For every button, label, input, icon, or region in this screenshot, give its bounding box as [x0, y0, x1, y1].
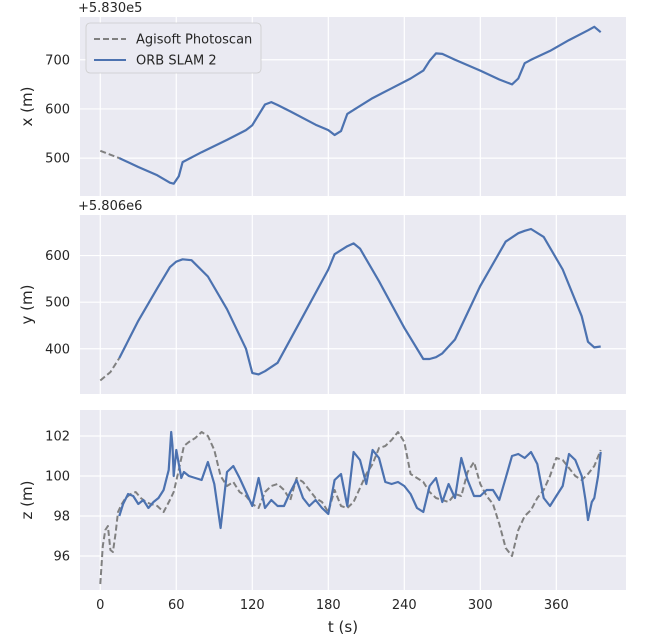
legend: Agisoft Photoscan ORB SLAM 2	[85, 22, 262, 74]
series-orb-slam-2-line	[118, 430, 602, 530]
x-tick-label: 60	[168, 598, 185, 613]
y-axis-label: z (m)	[18, 481, 36, 520]
y-tick-label: 600	[45, 102, 70, 117]
legend-box	[85, 22, 262, 74]
series-agisoft-photoscan-line	[99, 357, 121, 382]
panel-3: 96 98 100 102 0 60 120 180 240 300 360 z (m) t (s)	[18, 410, 626, 636]
y-tick-label: 102	[45, 430, 70, 445]
x-tick-label: 0	[96, 598, 104, 613]
x-tick-label: 120	[240, 598, 265, 613]
y-tick-label: 400	[45, 342, 70, 357]
panel-2: 400 500 600 +5.806e6 y (m)	[18, 199, 626, 394]
series-agisoft-photoscan-line	[99, 149, 120, 160]
axis-offset-label: +5.830e5	[78, 1, 142, 16]
series-orb-slam-2-line	[118, 25, 602, 185]
y-tick-label: 600	[45, 249, 70, 264]
legend-label: ORB SLAM 2	[136, 54, 217, 69]
plot-background	[80, 215, 626, 394]
y-tick-label: 500	[45, 296, 70, 311]
x-axis-label: t (s)	[328, 618, 358, 636]
x-tick-label: 360	[544, 598, 569, 613]
series-orb-slam-2-line	[118, 227, 601, 376]
x-tick-label: 300	[468, 598, 493, 613]
y-tick-label: 96	[53, 550, 70, 565]
legend-label: Agisoft Photoscan	[136, 33, 252, 48]
y-tick-label: 700	[45, 53, 70, 68]
x-tick-label: 180	[316, 598, 341, 613]
y-axis-label: y (m)	[18, 285, 36, 325]
y-axis-label: x (m)	[18, 87, 36, 127]
x-tick-label: 240	[392, 598, 417, 613]
y-tick-label: 100	[45, 470, 70, 485]
axis-offset-label: +5.806e6	[78, 199, 142, 214]
series-agisoft-photoscan-line	[99, 431, 602, 585]
y-tick-label: 500	[45, 152, 70, 167]
y-tick-label: 98	[53, 510, 70, 525]
